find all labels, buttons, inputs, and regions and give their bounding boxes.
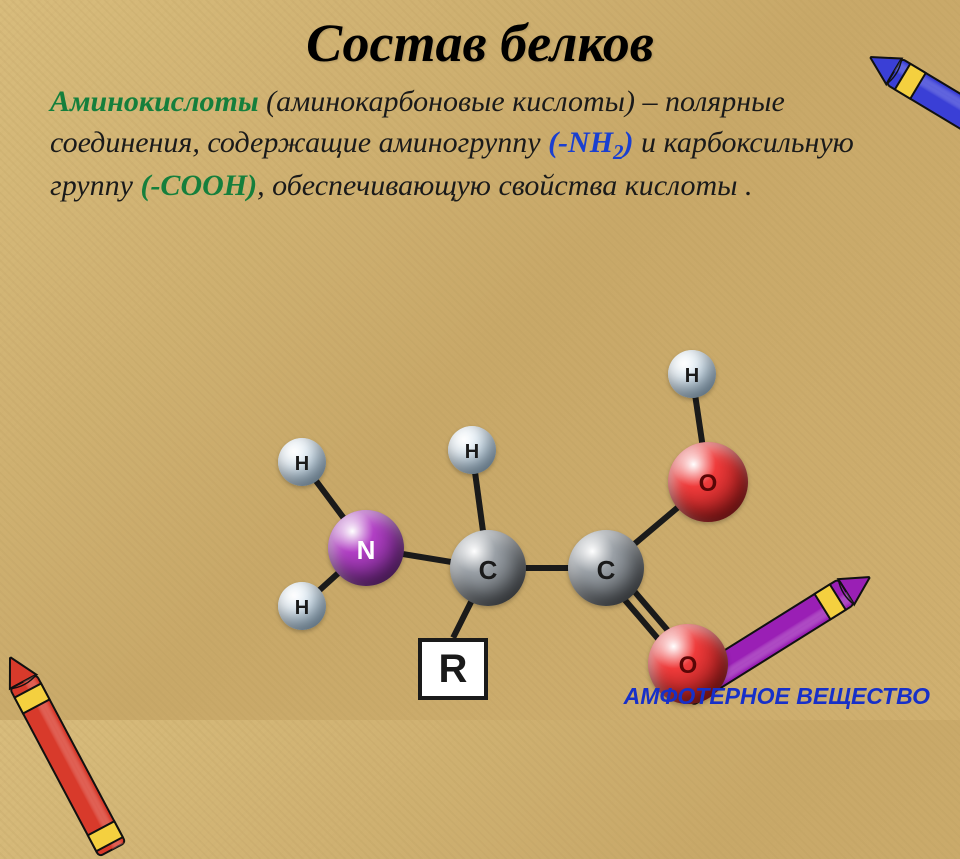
crayon-red-icon <box>0 649 128 859</box>
r-group-box: R <box>418 638 488 700</box>
para-3: , обеспечивающую свойства кислоты . <box>257 169 752 202</box>
cooh: (-COOH) <box>140 169 257 202</box>
atom-c2: C <box>568 530 644 606</box>
title-text: Состав белков <box>306 13 654 73</box>
footer-label: АМФОТЕРНОЕ ВЕЩЕСТВО <box>624 683 930 710</box>
amino-acid-molecule-diagram: N C C O O H H H H R <box>250 360 810 700</box>
atom-h1: H <box>278 438 326 486</box>
atom-label: H <box>465 441 479 464</box>
atom-label: H <box>295 597 309 620</box>
nh2-a: (-NH <box>548 126 613 159</box>
atom-label: O <box>679 652 698 680</box>
slide-title: Состав белков <box>0 0 960 74</box>
body-paragraph: Аминокислоты (аминокарбоновые кислоты) –… <box>0 74 960 206</box>
atom-o1: O <box>668 442 748 522</box>
atom-label: C <box>597 555 616 586</box>
atom-h2: H <box>278 582 326 630</box>
atom-label: O <box>699 470 718 498</box>
atom-label: C <box>479 555 498 586</box>
atom-h3: H <box>448 426 496 474</box>
atom-label: H <box>295 453 309 476</box>
atom-h4: H <box>668 350 716 398</box>
atom-label: H <box>685 365 699 388</box>
atom-c1: C <box>450 530 526 606</box>
atom-label: N <box>357 535 376 566</box>
atom-n: N <box>328 510 404 586</box>
nh2-c: ) <box>624 126 634 159</box>
word-amino: Аминокислоты <box>50 85 259 118</box>
nh2-sub: 2 <box>613 140 624 164</box>
footer-text: АМФОТЕРНОЕ ВЕЩЕСТВО <box>624 683 930 709</box>
